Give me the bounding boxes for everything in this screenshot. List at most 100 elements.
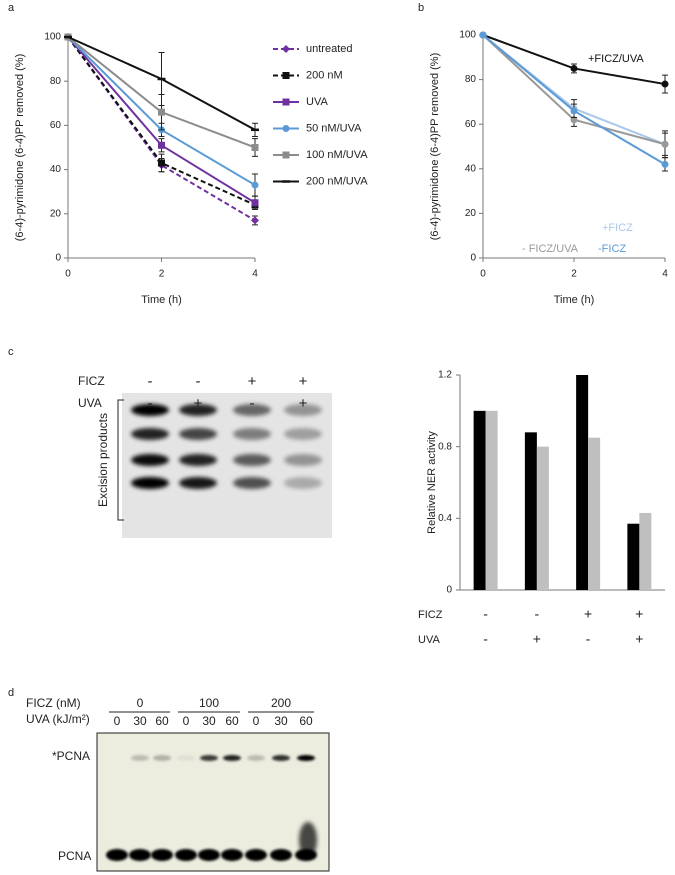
uva-label: UVA (kJ/m²) xyxy=(26,712,90,726)
point xyxy=(158,159,165,167)
bar xyxy=(536,446,549,590)
gel-band xyxy=(272,755,290,761)
uva-dose: 0 xyxy=(253,714,260,728)
uva-dose: 30 xyxy=(202,714,216,728)
gel-band xyxy=(233,428,271,440)
y-axis-label: (6-4)-pyrimidone (6-4)PP removed (%) xyxy=(429,53,441,240)
series-label: -FICZ xyxy=(598,243,626,255)
y-tick-label: 0 xyxy=(55,253,61,264)
point xyxy=(661,80,669,88)
legend-label: 100 nM/UVA xyxy=(306,149,368,161)
point xyxy=(661,140,669,148)
bar xyxy=(639,512,652,590)
legend-marker xyxy=(282,125,290,132)
gel-band xyxy=(131,454,169,466)
y-tick-label: 40 xyxy=(50,164,62,175)
condition-sign: - xyxy=(483,606,488,622)
gel-band xyxy=(179,477,217,489)
point xyxy=(570,64,578,72)
condition-sign: - xyxy=(586,631,591,647)
legend-label: 200 nM/UVA xyxy=(306,175,368,187)
x-tick-label: 0 xyxy=(65,269,71,280)
point xyxy=(158,141,165,149)
bar xyxy=(588,437,601,590)
uva-dose: 0 xyxy=(114,714,121,728)
gel-band xyxy=(131,428,169,440)
condition-label: FICZ xyxy=(418,609,443,621)
panel-letter: b xyxy=(418,2,424,14)
band-label: *PCNA xyxy=(52,749,90,763)
series-label: - FICZ/UVA xyxy=(522,243,579,255)
gel-band xyxy=(223,755,241,761)
gel-band xyxy=(179,454,217,466)
condition-sign: - xyxy=(250,395,255,412)
gel-band xyxy=(297,755,315,761)
gel-band xyxy=(233,477,271,489)
condition-sign: + xyxy=(248,373,257,390)
uva-dose: 60 xyxy=(299,714,313,728)
bracket xyxy=(117,399,124,521)
gel-smear xyxy=(299,822,317,858)
bar xyxy=(576,375,589,590)
gel-band xyxy=(106,849,128,861)
bar xyxy=(524,432,537,590)
y-tick-label: 40 xyxy=(465,163,477,174)
gel-band xyxy=(284,477,322,489)
gel-band xyxy=(177,755,195,761)
point xyxy=(251,216,259,225)
bar xyxy=(473,410,486,590)
ficz-dose: 200 xyxy=(271,696,291,710)
gel-band xyxy=(131,755,149,761)
gel-band xyxy=(284,454,322,466)
bar xyxy=(627,523,640,590)
legend-marker xyxy=(282,45,290,53)
x-tick-label: 0 xyxy=(480,269,486,280)
x-tick-label: 4 xyxy=(252,269,258,280)
gel-band xyxy=(284,404,322,416)
condition-label: UVA xyxy=(78,396,102,410)
point xyxy=(251,144,259,151)
y-tick-label: 0.4 xyxy=(438,513,452,524)
panel-letter: c xyxy=(8,346,14,358)
point xyxy=(251,199,259,207)
y-tick-label: 80 xyxy=(50,76,62,87)
panel-letter: d xyxy=(8,687,14,699)
gel-band xyxy=(221,849,243,861)
x-axis-label: Time (h) xyxy=(554,294,595,306)
gel-band xyxy=(153,755,171,761)
point xyxy=(570,107,578,115)
uva-dose: 60 xyxy=(225,714,239,728)
ficz-dose: 0 xyxy=(137,696,144,710)
y-tick-label: 100 xyxy=(459,30,476,41)
y-tick-label: 80 xyxy=(465,74,477,85)
condition-sign: + xyxy=(299,395,308,412)
point xyxy=(661,160,669,168)
condition-sign: + xyxy=(584,606,592,622)
legend-label: UVA xyxy=(306,96,328,108)
gel-band xyxy=(129,849,151,861)
bracket-label: Excision products xyxy=(96,413,110,507)
x-tick-label: 4 xyxy=(662,269,668,280)
uva-dose: 60 xyxy=(155,714,169,728)
gel-band xyxy=(179,428,217,440)
y-tick-label: 1.2 xyxy=(438,370,452,381)
condition-sign: - xyxy=(535,606,540,622)
uva-dose: 30 xyxy=(133,714,147,728)
series-line xyxy=(482,34,666,146)
condition-label: UVA xyxy=(418,634,440,646)
y-tick-label: 0 xyxy=(470,253,476,264)
point xyxy=(158,108,165,116)
gel-band xyxy=(233,454,271,466)
y-tick-label: 60 xyxy=(465,119,477,130)
condition-sign: - xyxy=(148,373,153,390)
gel-band xyxy=(245,849,267,861)
legend-label: untreated xyxy=(306,43,352,55)
legend-label: 200 nM xyxy=(306,69,343,81)
y-tick-label: 20 xyxy=(50,208,62,219)
gel-band xyxy=(233,404,271,416)
x-axis-label: Time (h) xyxy=(141,294,182,306)
series-line xyxy=(482,34,666,146)
x-tick-label: 2 xyxy=(159,269,165,280)
gel-band xyxy=(151,849,173,861)
gel-band xyxy=(270,849,292,861)
